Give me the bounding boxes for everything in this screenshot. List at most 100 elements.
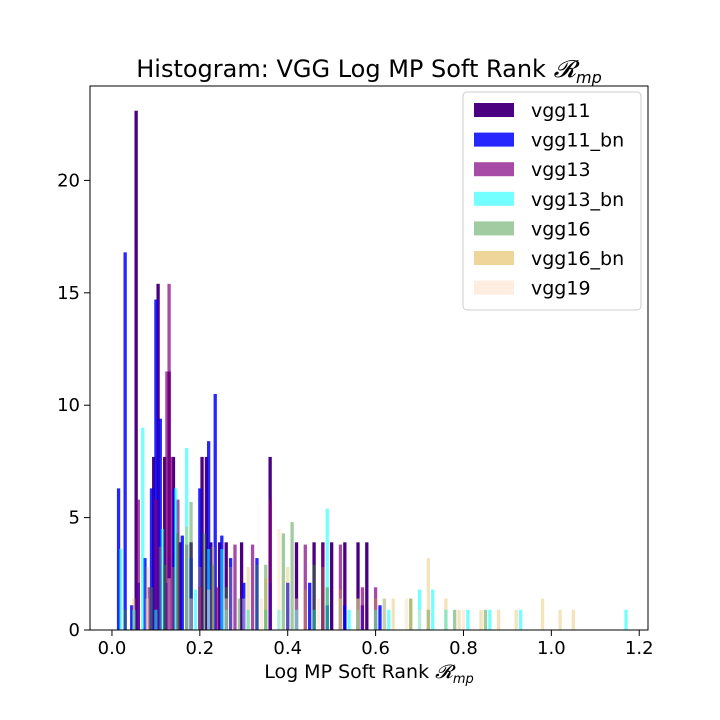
bar-vgg13_bn-14	[294, 609, 299, 630]
bar-vgg11_bn-18	[242, 582, 246, 630]
bar-vgg16_bn-15	[373, 598, 378, 630]
bar-vgg16_bn-24	[540, 598, 545, 630]
bar-vgg13_bn-18	[356, 609, 360, 630]
bar-vgg16_bn-20	[457, 609, 461, 630]
bar-vgg19-8	[294, 598, 299, 630]
bar-vgg19-6	[259, 598, 264, 630]
bar-vgg19-3	[206, 589, 211, 630]
bar-vgg13-6	[176, 499, 180, 630]
legend-swatch-vgg16	[474, 221, 514, 236]
bar-vgg19-0	[145, 598, 149, 630]
bar-vgg11-12	[224, 542, 228, 630]
bar-vgg13-2	[154, 499, 158, 630]
y-tick-label: 15	[57, 283, 80, 304]
bar-vgg13_bn-11	[246, 609, 250, 630]
bar-vgg19-2	[189, 598, 193, 630]
series-vgg11	[134, 110, 369, 631]
bar-vgg13_bn-0	[119, 549, 123, 630]
legend-swatch-vgg16_bn	[474, 251, 514, 265]
bar-vgg16_bn-2	[158, 546, 162, 630]
series-vgg19	[145, 528, 501, 630]
bar-vgg13_bn-21	[417, 589, 422, 630]
bar-vgg13-17	[373, 587, 378, 630]
bar-vgg13_bn-24	[466, 609, 470, 630]
bar-vgg13-8	[198, 587, 202, 630]
bar-vgg16_bn-16	[391, 598, 395, 630]
bar-vgg13-3	[165, 371, 169, 630]
bar-vgg16-6	[211, 564, 215, 630]
bar-vgg11_bn-5	[149, 488, 154, 630]
x-tick-label: 0.0	[98, 638, 127, 659]
x-tick-label: 0.2	[186, 638, 215, 659]
bar-vgg13_bn-5	[174, 488, 178, 630]
bar-vgg16-17	[382, 598, 387, 630]
bar-vgg19-10	[338, 598, 343, 630]
x-axis-label: Log MP Soft Rank 𝓡mp	[264, 661, 474, 687]
bar-vgg13-16	[360, 587, 365, 630]
bar-vgg16-12	[290, 522, 294, 630]
bar-vgg16_bn-19	[444, 598, 448, 630]
bar-vgg13_bn-22	[431, 589, 435, 630]
bar-vgg19-14	[417, 609, 422, 630]
bar-vgg11-1	[152, 456, 156, 630]
y-tick-label: 10	[57, 395, 80, 416]
bar-vgg11_bn-13	[198, 488, 202, 630]
bar-vgg13_bn-12	[264, 609, 268, 630]
bar-vgg13-9	[215, 587, 220, 630]
x-tick-label: 1.0	[537, 638, 566, 659]
bar-vgg16_bn-26	[571, 609, 575, 630]
bar-vgg13-13	[303, 544, 307, 630]
bar-vgg19-9	[316, 598, 321, 630]
bar-vgg13_bn-1	[132, 609, 136, 630]
bar-vgg13_bn-6	[185, 447, 189, 630]
bar-vgg16_bn-10	[286, 567, 290, 630]
bar-vgg16-1	[149, 587, 154, 630]
bar-vgg11_bn-7	[158, 418, 162, 630]
bar-vgg16_bn-13	[338, 589, 343, 630]
legend-swatch-vgg13	[474, 162, 514, 177]
bar-vgg16-3	[176, 533, 180, 630]
bar-vgg11_bn-15	[213, 393, 217, 630]
bar-vgg16-14	[325, 587, 329, 630]
bar-vgg11-13	[239, 542, 244, 630]
bar-vgg11-21	[365, 542, 369, 630]
legend-swatch-vgg13_bn	[474, 191, 514, 206]
x-tick-label: 1.2	[625, 638, 654, 659]
bar-vgg13_bn-3	[154, 609, 158, 630]
bar-vgg16_bn-25	[558, 609, 562, 630]
series-vgg13_bn	[119, 427, 628, 630]
bar-vgg11-8	[200, 456, 204, 630]
y-tick-label: 0	[69, 620, 80, 641]
bar-vgg19-1	[167, 578, 171, 630]
bar-vgg16_bn-5	[198, 567, 202, 630]
bar-vgg11_bn-24	[343, 605, 347, 630]
x-axis: 0.0 0.2 0.4 0.6 0.8 1.0 1.2	[98, 630, 654, 659]
bar-vgg16_bn-4	[185, 526, 189, 630]
y-tick-label: 20	[57, 170, 80, 191]
bar-vgg16-20	[453, 609, 457, 630]
legend-label-vgg11: vgg11	[531, 100, 591, 122]
bar-vgg19-13	[404, 598, 408, 630]
chart-title: Histogram: VGG Log MP Soft Rank 𝓡mp	[136, 55, 602, 87]
bar-vgg11_bn-11	[180, 535, 184, 630]
bar-vgg16-9	[255, 564, 259, 630]
bar-vgg11_bn-0	[116, 488, 121, 630]
bar-vgg16_bn-17	[409, 598, 413, 630]
bar-vgg16_bn-18	[426, 558, 430, 630]
bar-vgg16_bn-11	[303, 589, 307, 630]
bar-vgg16-13	[312, 564, 316, 630]
plot-area	[116, 110, 628, 631]
bar-vgg13-0	[136, 499, 140, 630]
bar-vgg13_bn-26	[518, 609, 523, 630]
bar-vgg16_bn-0	[132, 598, 136, 630]
legend-swatch-vgg11	[474, 103, 514, 117]
bar-vgg13_bn-27	[624, 609, 628, 630]
bar-vgg16-4	[189, 501, 193, 630]
bar-vgg11-0	[134, 110, 138, 631]
bar-vgg13_bn-4	[160, 528, 165, 630]
bar-vgg19-15	[461, 609, 466, 630]
bar-vgg16_bn-1	[145, 567, 149, 630]
bar-vgg11_bn-10	[171, 488, 176, 630]
legend-swatch-vgg11_bn	[474, 132, 514, 147]
